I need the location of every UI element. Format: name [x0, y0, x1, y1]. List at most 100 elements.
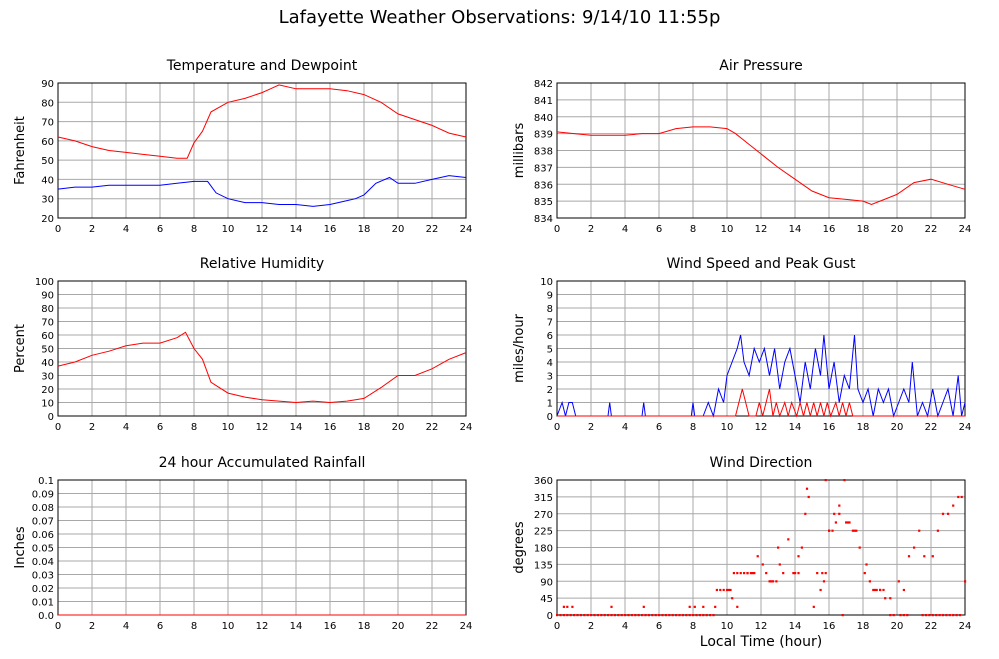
y-tick-label: 10 [540, 277, 553, 288]
data-point [938, 614, 941, 617]
data-point [603, 614, 606, 617]
data-point [678, 614, 681, 617]
x-tick-label: 16 [823, 422, 836, 433]
data-point [872, 588, 875, 592]
x-tick-label: 16 [823, 621, 836, 632]
data-point [863, 572, 866, 575]
data-point [875, 588, 878, 592]
data-point [661, 614, 664, 617]
y-tick-label: 8 [547, 304, 553, 315]
data-point [709, 614, 712, 617]
y-tick-label: 60 [41, 137, 54, 148]
x-tick-label: 8 [191, 224, 197, 235]
data-point [834, 521, 837, 524]
x-tick-label: 10 [721, 224, 734, 235]
x-tick-label: 4 [622, 224, 628, 235]
y-tick-label: 0.08 [32, 503, 54, 514]
data-point [566, 605, 569, 608]
data-point [765, 572, 768, 575]
data-point [743, 572, 746, 575]
x-tick-label: 20 [891, 621, 904, 632]
data-point [936, 529, 939, 532]
data-point [644, 614, 647, 617]
x-tick-label: 6 [157, 621, 163, 632]
y-axis-label: miles/hour [512, 313, 527, 382]
data-point [960, 495, 963, 499]
x-tick-label: 16 [324, 422, 337, 433]
y-tick-label: 840 [534, 113, 553, 124]
chart-5: 0 2 4 6 8 10 12 14 16 18 20 22 240.00.010.020.030.04… [13, 455, 472, 632]
plot-border [57, 280, 467, 417]
chart-3: 0 2 4 6 8 10 12 14 16 18 20 22 240102030405060708090… [13, 256, 472, 433]
x-tick-label: 14 [290, 621, 303, 632]
data-point [952, 504, 955, 507]
data-point [928, 614, 931, 617]
data-point [931, 555, 934, 558]
y-tick-label: 4 [547, 358, 553, 369]
data-point [600, 614, 603, 617]
x-tick-label: 14 [290, 422, 303, 433]
x-tick-label: 12 [256, 621, 269, 632]
x-tick-label: 10 [222, 621, 235, 632]
data-point [736, 605, 739, 608]
y-tick-label: 20 [41, 385, 54, 396]
y-tick-label: 100 [35, 277, 54, 288]
x-tick-label: 14 [789, 422, 802, 433]
data-point [838, 512, 841, 515]
chart-title: Wind Speed and Peak Gust [667, 256, 856, 272]
data-point [641, 614, 644, 617]
y-tick-label: 360 [534, 476, 553, 487]
x-tick-label: 12 [256, 224, 269, 235]
data-point [804, 512, 807, 515]
y-tick-label: 0.09 [32, 490, 54, 501]
x-tick-label: 4 [622, 422, 628, 433]
x-tick-label: 2 [588, 224, 594, 235]
y-tick-label: 50 [41, 345, 54, 356]
y-tick-label: 90 [41, 291, 54, 302]
x-tick-label: 18 [857, 422, 870, 433]
data-point [958, 614, 962, 617]
x-tick-label: 0 [55, 224, 61, 235]
y-tick-label: 3 [547, 372, 553, 383]
x-tick-label: 22 [925, 224, 938, 235]
series-line-1 [57, 331, 467, 404]
data-point [630, 614, 633, 617]
data-point [726, 588, 729, 592]
data-point [688, 605, 691, 608]
data-point [941, 512, 945, 515]
x-tick-label: 4 [622, 621, 628, 632]
data-point [768, 580, 771, 583]
x-tick-label: 8 [191, 422, 197, 433]
y-tick-label: 80 [41, 304, 54, 315]
data-point [778, 563, 781, 566]
data-point [596, 614, 599, 617]
y-tick-label: 0.05 [32, 544, 54, 555]
data-point [931, 614, 934, 617]
plot-border [556, 280, 966, 417]
x-tick-label: 20 [392, 224, 405, 235]
data-point [571, 605, 574, 608]
data-point [794, 572, 797, 575]
data-point [843, 479, 846, 482]
x-tick-label: 2 [89, 224, 95, 235]
data-point [642, 605, 645, 608]
data-point [831, 529, 834, 532]
x-tick-label: 2 [89, 621, 95, 632]
data-point [732, 572, 735, 575]
data-point [913, 546, 916, 549]
x-tick-label: 24 [460, 224, 473, 235]
data-point [921, 614, 924, 617]
x-tick-label: 16 [324, 621, 337, 632]
x-tick-label: 0 [55, 621, 61, 632]
y-tick-label: 270 [534, 510, 553, 521]
data-point [855, 529, 858, 532]
data-point [562, 614, 565, 617]
y-tick-label: 90 [540, 577, 553, 588]
y-tick-label: 40 [41, 175, 54, 186]
x-tick-label: 22 [925, 621, 938, 632]
data-point [675, 614, 678, 617]
x-tick-label: 8 [690, 621, 696, 632]
data-point [681, 614, 684, 617]
y-axis-label: millibars [512, 123, 527, 179]
data-point [624, 614, 627, 617]
